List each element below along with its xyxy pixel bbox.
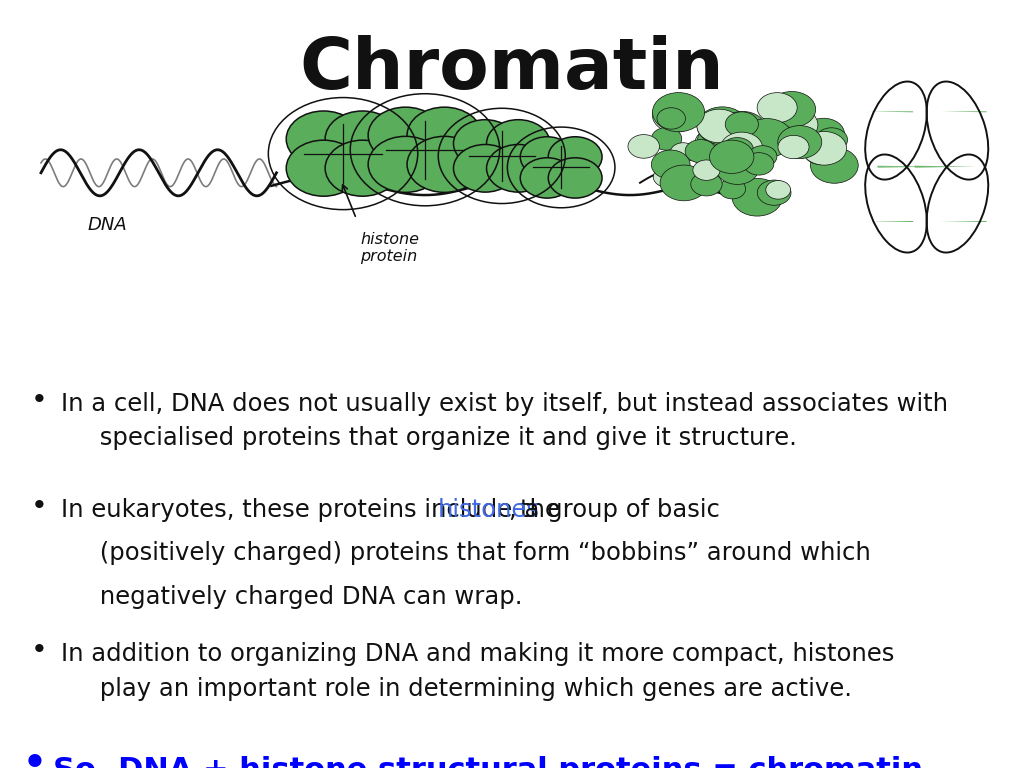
Text: In eukaryotes, these proteins include the: In eukaryotes, these proteins include th…: [61, 498, 568, 521]
Circle shape: [743, 153, 774, 175]
Text: •: •: [23, 746, 46, 768]
Circle shape: [651, 127, 682, 151]
Text: •: •: [31, 386, 47, 413]
Circle shape: [706, 152, 732, 171]
Circle shape: [287, 111, 360, 167]
Circle shape: [653, 167, 680, 187]
Circle shape: [454, 120, 517, 167]
Circle shape: [715, 144, 744, 165]
Circle shape: [691, 172, 722, 196]
Circle shape: [707, 148, 745, 178]
Circle shape: [717, 128, 761, 161]
Circle shape: [698, 133, 751, 172]
Circle shape: [716, 131, 768, 170]
Circle shape: [660, 165, 708, 200]
Circle shape: [697, 123, 745, 159]
Circle shape: [326, 111, 399, 167]
Circle shape: [697, 109, 741, 143]
Text: (positively charged) proteins that form “bobbins” around which: (positively charged) proteins that form …: [61, 541, 871, 565]
Text: In a cell, DNA does not usually exist by itself, but instead associates with
   : In a cell, DNA does not usually exist by…: [61, 392, 948, 450]
Text: •: •: [31, 636, 47, 664]
Circle shape: [408, 108, 481, 163]
Circle shape: [810, 147, 858, 184]
Circle shape: [408, 137, 481, 192]
Circle shape: [778, 135, 809, 159]
Circle shape: [287, 141, 360, 196]
Text: , a group of basic: , a group of basic: [510, 498, 720, 521]
Circle shape: [815, 127, 848, 152]
Circle shape: [735, 121, 774, 151]
Text: In addition to organizing DNA and making it more compact, histones
     play an : In addition to organizing DNA and making…: [61, 642, 895, 700]
Text: So, DNA + histone structural proteins = chromatin.: So, DNA + histone structural proteins = …: [53, 756, 935, 768]
Text: DNA: DNA: [87, 217, 127, 234]
Circle shape: [520, 137, 574, 177]
Circle shape: [693, 160, 720, 180]
Circle shape: [741, 118, 793, 157]
Circle shape: [758, 180, 791, 205]
Polygon shape: [914, 111, 987, 167]
Circle shape: [723, 133, 766, 165]
Circle shape: [710, 141, 754, 174]
Circle shape: [708, 118, 753, 151]
Circle shape: [652, 93, 705, 132]
Circle shape: [780, 108, 807, 128]
Circle shape: [738, 148, 768, 170]
Circle shape: [369, 137, 442, 192]
Circle shape: [727, 134, 760, 158]
Circle shape: [671, 143, 696, 162]
Polygon shape: [866, 111, 939, 167]
Circle shape: [697, 107, 748, 145]
Circle shape: [369, 108, 442, 163]
Text: •: •: [31, 492, 47, 519]
Polygon shape: [914, 167, 987, 222]
Circle shape: [712, 133, 751, 162]
Circle shape: [694, 127, 737, 160]
Circle shape: [628, 134, 659, 158]
Circle shape: [802, 131, 847, 165]
Circle shape: [725, 112, 759, 137]
Circle shape: [749, 146, 777, 167]
Circle shape: [771, 108, 818, 142]
Circle shape: [666, 170, 703, 199]
Circle shape: [768, 91, 816, 127]
Circle shape: [651, 150, 690, 179]
Circle shape: [711, 127, 760, 164]
Circle shape: [741, 128, 778, 156]
Circle shape: [548, 157, 602, 198]
Text: Chromatin: Chromatin: [300, 35, 724, 104]
Circle shape: [721, 137, 754, 162]
Circle shape: [454, 144, 517, 192]
Circle shape: [727, 135, 761, 161]
Circle shape: [719, 179, 745, 199]
Circle shape: [520, 157, 574, 198]
Text: histones: histones: [438, 498, 540, 521]
Circle shape: [716, 152, 759, 184]
Circle shape: [685, 140, 716, 163]
Polygon shape: [866, 167, 939, 222]
Circle shape: [716, 145, 742, 165]
Circle shape: [721, 132, 763, 164]
Circle shape: [743, 125, 778, 151]
Circle shape: [548, 137, 602, 177]
Circle shape: [687, 144, 713, 162]
Circle shape: [657, 108, 685, 129]
Circle shape: [778, 126, 822, 159]
Circle shape: [705, 124, 744, 154]
Circle shape: [486, 144, 550, 192]
Text: negatively charged DNA can wrap.: negatively charged DNA can wrap.: [61, 585, 523, 609]
Circle shape: [652, 98, 698, 132]
Circle shape: [732, 178, 782, 216]
Circle shape: [326, 141, 399, 196]
Circle shape: [757, 93, 797, 123]
Circle shape: [486, 120, 550, 167]
Circle shape: [766, 180, 791, 199]
Circle shape: [803, 118, 845, 150]
Circle shape: [720, 111, 766, 146]
Text: histone
protein: histone protein: [360, 232, 420, 264]
Circle shape: [805, 141, 835, 164]
